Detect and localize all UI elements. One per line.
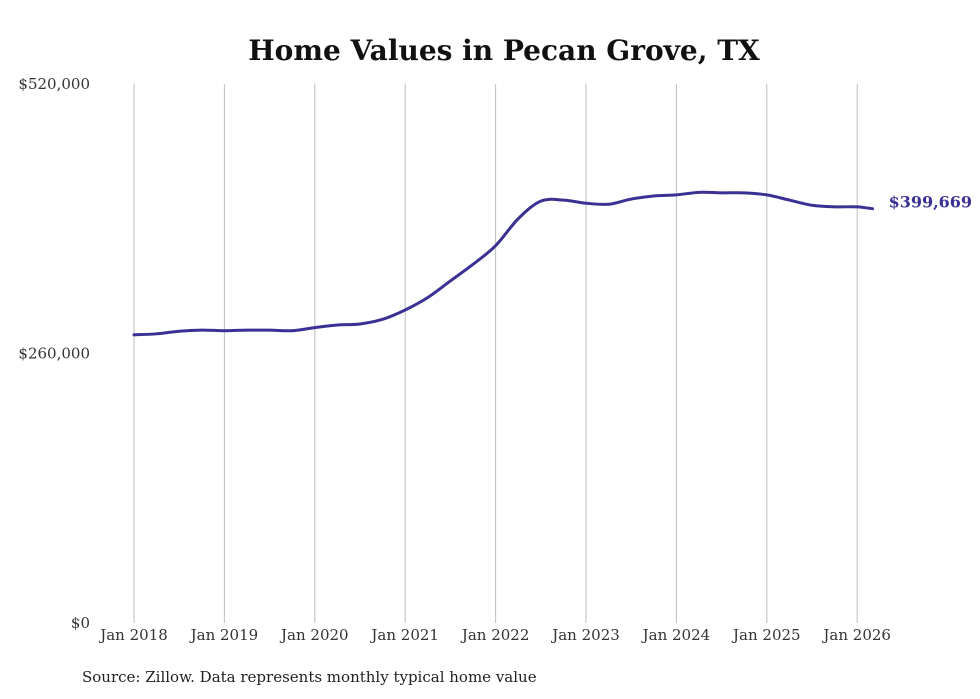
x-tick-label: Jan 2023 <box>550 626 620 644</box>
last-value-label: $399,669 <box>889 193 973 212</box>
x-tick-label: Jan 2025 <box>731 626 801 644</box>
x-tick-label: Jan 2026 <box>821 626 891 644</box>
x-axis: Jan 2018 Jan 2019 Jan 2020 Jan 2021 Jan 2022… <box>98 626 891 644</box>
x-tick-label: Jan 2021 <box>369 626 439 644</box>
x-tick-label: Jan 2022 <box>460 626 530 644</box>
chart-title: Home Values in Pecan Grove, TX <box>248 34 760 67</box>
y-tick-label: $0 <box>71 614 90 632</box>
source-note: Source: Zillow. Data represents monthly … <box>82 668 537 686</box>
x-tick-label: Jan 2019 <box>189 626 259 644</box>
x-tick-label: Jan 2020 <box>279 626 349 644</box>
line-chart: Home Values in Pecan Grove, TX $0 $260,00… <box>18 34 973 644</box>
series-line <box>132 190 875 337</box>
y-axis: $0 $260,000 $520,000 <box>18 75 90 632</box>
x-tick-label: Jan 2018 <box>98 626 168 644</box>
series-layer: $399,669 <box>132 190 973 337</box>
gridlines <box>133 84 858 623</box>
y-tick-label: $260,000 <box>18 345 90 363</box>
y-tick-label: $520,000 <box>18 75 90 93</box>
x-tick-label: Jan 2024 <box>641 626 711 644</box>
